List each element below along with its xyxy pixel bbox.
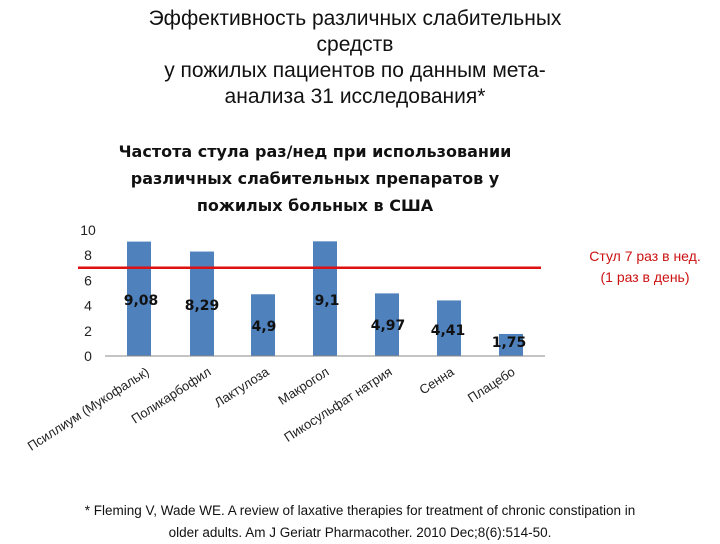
reference-callout: Стул 7 раз в нед. (1 раз в день) [570, 246, 720, 288]
chart-title: Частота стула раз/нед при использовании … [95, 138, 535, 219]
bar [375, 293, 399, 356]
y-tick-label: 10 [80, 222, 96, 238]
chart-title-line: Частота стула раз/нед при использовании [118, 142, 512, 161]
y-tick-label: 2 [84, 323, 92, 339]
data-label: 9,1 [315, 293, 340, 309]
category-label: Псиллиум (Мукофальк) [25, 364, 152, 454]
data-label: 9,08 [124, 293, 159, 309]
footnote: * Fleming V, Wade WE. A review of laxati… [30, 500, 690, 544]
bar-chart: 0 2 4 6 8 10 9,08 8,29 4,9 9,1 4,97 4,41 1,75 Псиллиу… [25, 222, 545, 454]
bar [251, 294, 275, 356]
footnote-line: * Fleming V, Wade WE. A review of laxati… [84, 503, 636, 518]
data-label: 1,75 [492, 335, 527, 351]
category-label: Сенна [416, 364, 457, 398]
callout-line: Стул 7 раз в нед. [589, 248, 701, 264]
y-tick-label: 6 [84, 272, 92, 288]
category-label: Лактулоза [212, 364, 273, 411]
y-tick-label: 4 [84, 298, 92, 314]
slide-title-line: анализа 31 исследования* [224, 85, 486, 108]
footnote-line: older adults. Am J Geriatr Pharmacother.… [168, 525, 552, 540]
data-label: 4,97 [371, 318, 406, 334]
data-label: 8,29 [185, 298, 220, 314]
bar [313, 241, 337, 356]
category-label: Пикосульфат натрия [281, 364, 394, 445]
data-label: 4,9 [252, 319, 277, 335]
y-tick-label: 0 [84, 348, 92, 364]
callout-line: (1 раз в день) [600, 269, 690, 285]
category-label: Макрогол [275, 364, 331, 408]
bar [437, 300, 461, 356]
slide-title-line: у пожилых пациентов по данным мета- [164, 59, 546, 82]
bar [127, 241, 151, 356]
data-label: 4,41 [431, 323, 466, 339]
slide-title: Эффективность различных слабительных сре… [95, 6, 615, 110]
slide-title-line: Эффективность различных слабительных [148, 7, 562, 30]
category-label: Плацебо [465, 364, 518, 406]
bar [499, 333, 523, 356]
y-tick-label: 8 [84, 247, 92, 263]
chart-title-line: пожилых больных в США [196, 196, 434, 215]
chart-title-line: различных слабительных препаратов у [130, 169, 500, 188]
slide-title-line: средств [316, 33, 394, 56]
